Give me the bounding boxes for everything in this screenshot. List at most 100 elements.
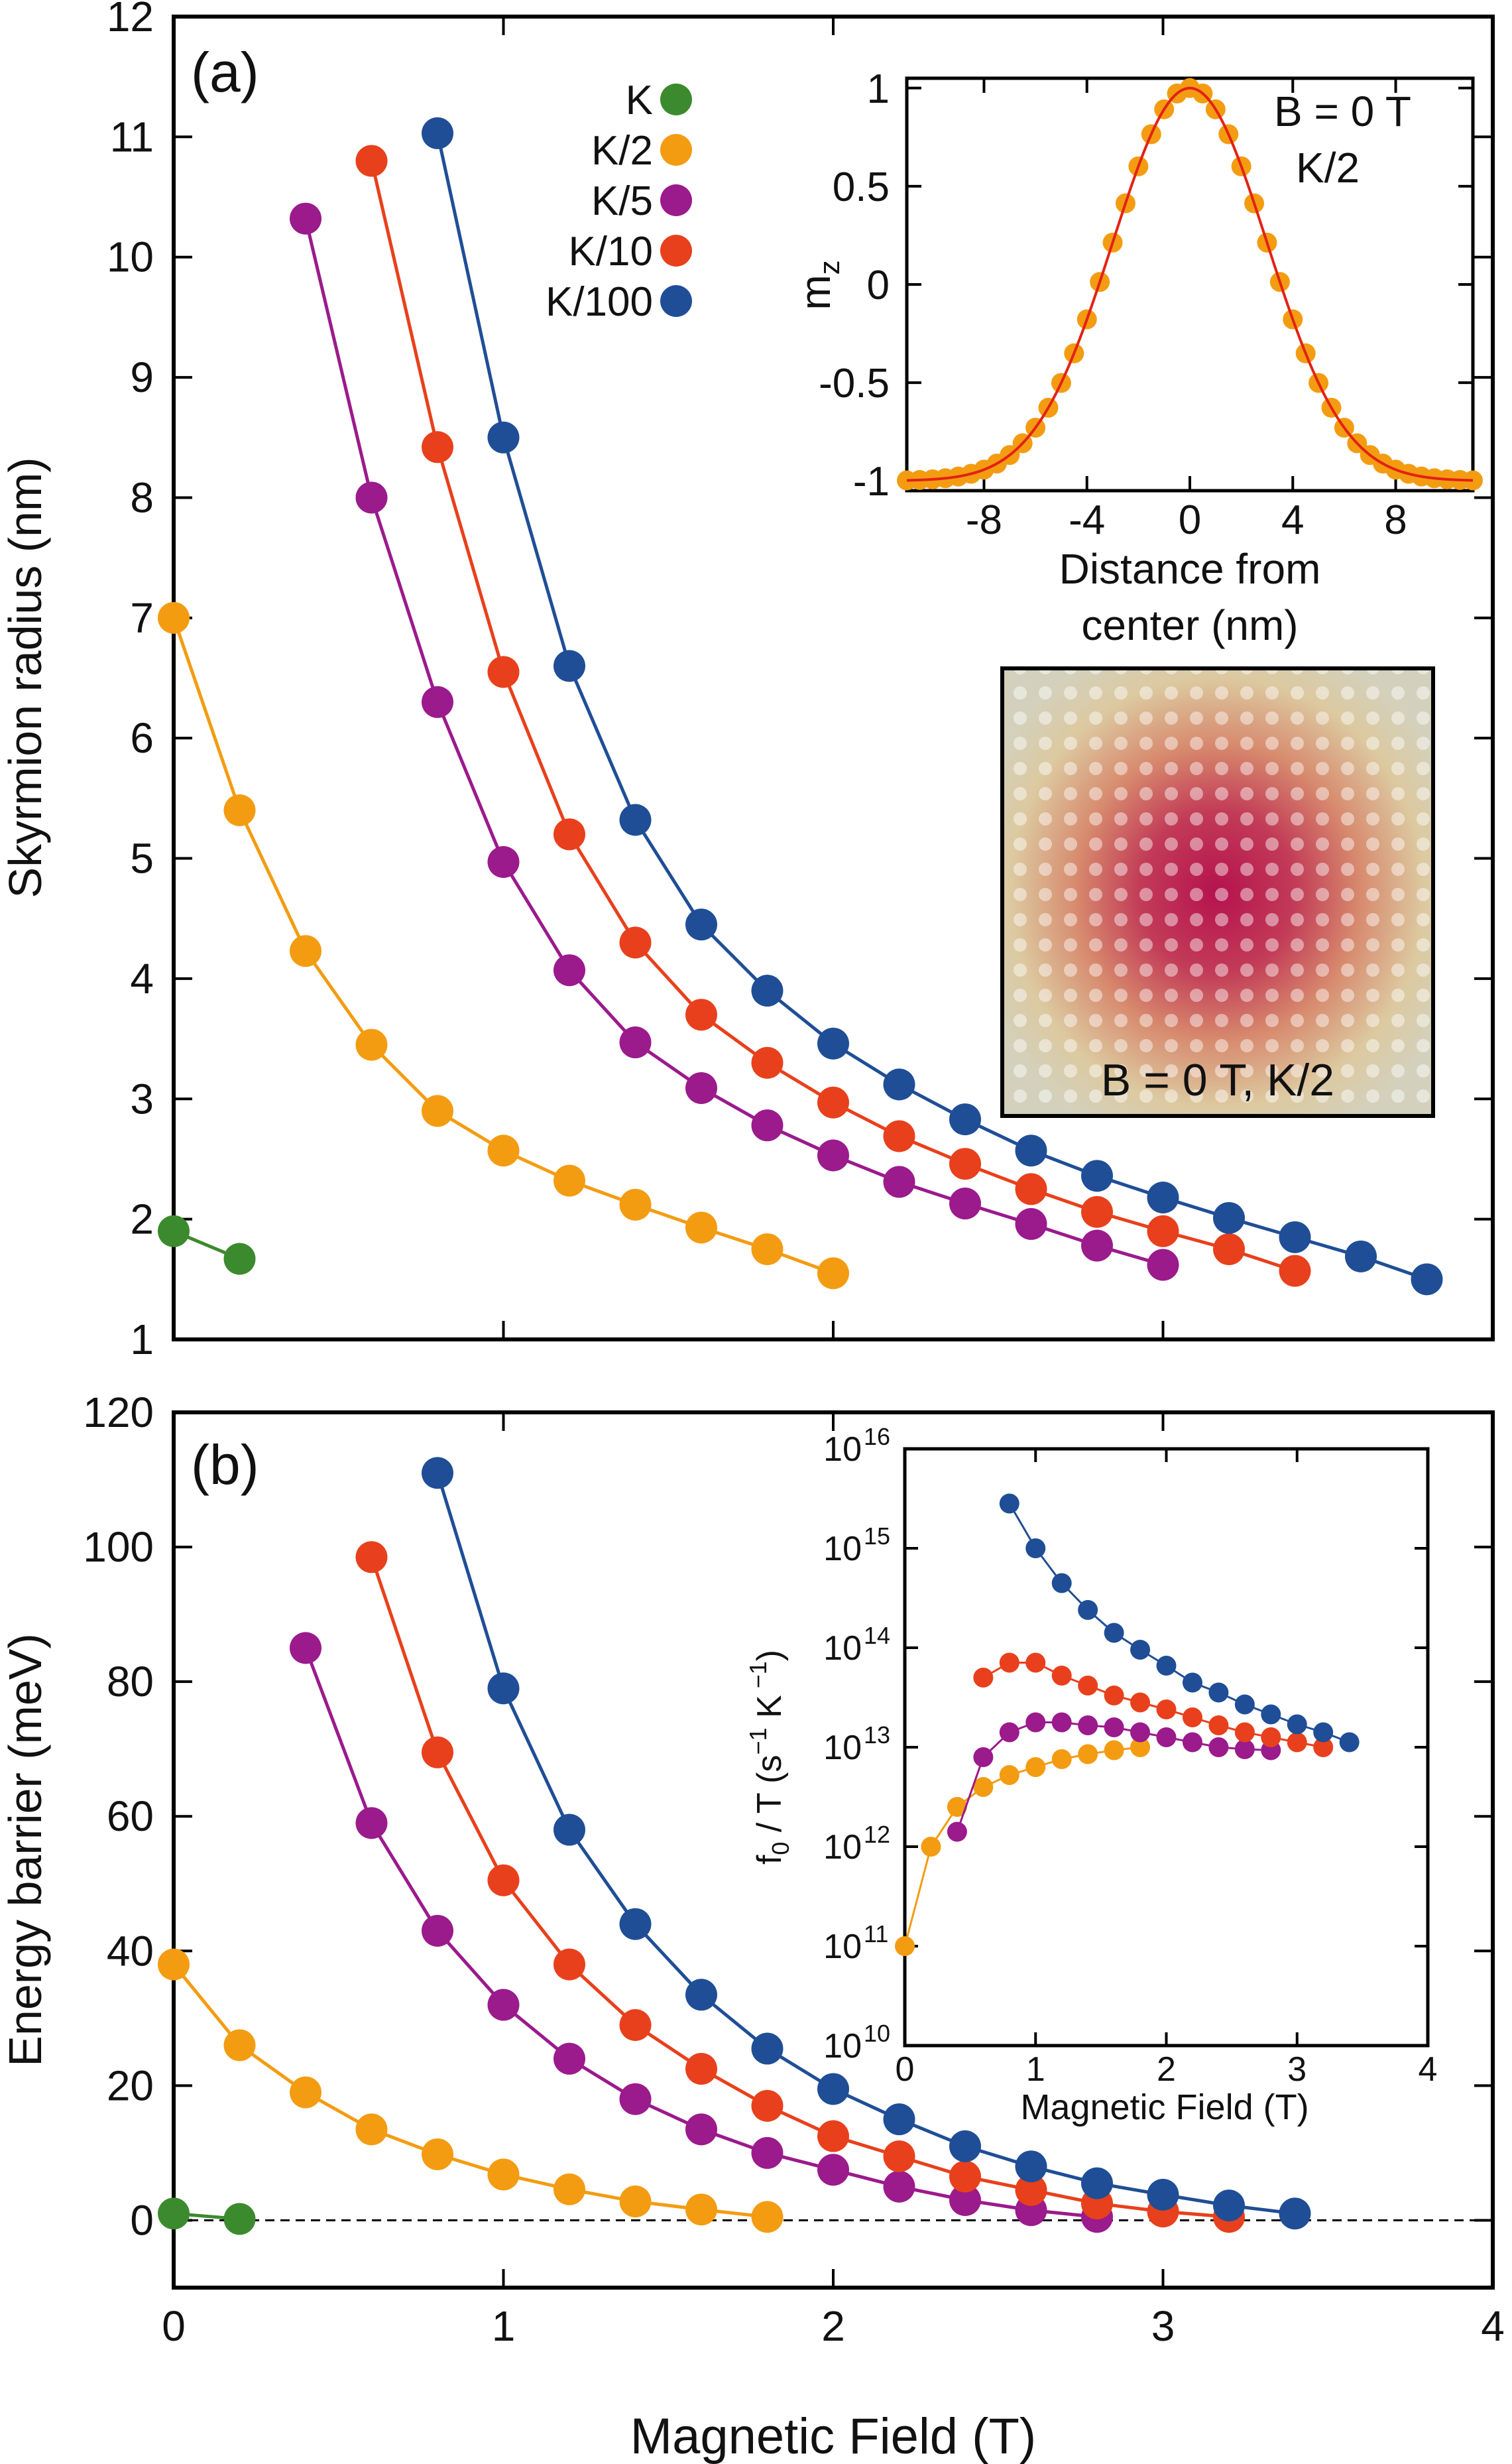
panel-a-ytick-label: 4: [130, 955, 154, 1003]
inset-prefactor-point-k-10: [973, 1668, 994, 1688]
inset-mz-plot-area: [897, 78, 1483, 491]
data-point-k-10: [685, 999, 717, 1031]
data-point-k-10: [1015, 1173, 1047, 1205]
data-point-k-2: [751, 2201, 784, 2233]
data-point-k-100: [685, 908, 717, 941]
data-point-k-100: [1147, 2178, 1179, 2211]
inset-prefactor-ytick-label: 10: [823, 2027, 862, 2065]
panel-b-x-label: Magnetic Field (T): [630, 2408, 1036, 2464]
data-point-k-5: [487, 845, 520, 878]
inset-prefactor-point-k-5: [1234, 1739, 1255, 1759]
inset-prefactor-point-k-5: [1051, 1712, 1072, 1733]
inset-mz-fit-line: [906, 86, 1474, 482]
inset-prefactor-point-k-100: [1078, 1600, 1098, 1620]
inset-prefactor-point-k-10: [1078, 1676, 1098, 1695]
data-point-k-10: [1213, 1233, 1245, 1265]
data-point-k-10: [422, 431, 453, 463]
inset-mz-ytick-label: -1: [853, 459, 890, 505]
legend-marker-k-100: [660, 285, 692, 317]
panel-a-ytick-label: 11: [110, 113, 154, 160]
data-point-k: [223, 1243, 256, 1275]
data-point-k-10: [553, 1948, 585, 1981]
data-point-k-10: [883, 1120, 915, 1152]
data-point-k: [223, 2203, 256, 2235]
data-point-k-10: [817, 1086, 849, 1119]
inset-prefactor-ytick-exponent: 12: [864, 1821, 890, 1848]
panel-a-ytick-label: 9: [130, 353, 154, 401]
series-line-k-100: [436, 133, 1428, 1281]
data-point-k-5: [290, 1632, 321, 1664]
data-point-k-5: [751, 2136, 784, 2169]
inset-prefactor-point-k-5: [973, 1747, 994, 1767]
data-point-k-5: [949, 2184, 981, 2216]
data-point-k-10: [1015, 2174, 1047, 2206]
data-point-k-2: [685, 1211, 717, 1244]
panel-b-ytick-label: 40: [107, 1927, 154, 1975]
data-point-k-100: [422, 1457, 453, 1489]
panel-b-ytick-label: 120: [83, 1388, 154, 1436]
data-point-k-2: [158, 1948, 190, 1981]
inset-prefactor-xtick-label: 0: [896, 2050, 915, 2089]
inset-prefactor-ytick-label: 10: [823, 1828, 862, 1867]
panel-a-ytick-label: 10: [107, 233, 154, 281]
data-point-k-5: [355, 1807, 388, 1839]
inset-mz-xtick-label: 8: [1384, 497, 1407, 543]
inset-prefactor-point-k-5: [1078, 1715, 1098, 1735]
data-point-k-10: [1081, 1196, 1113, 1228]
data-point-k-5: [1015, 1207, 1047, 1240]
spin-texture-dots: [1002, 668, 1433, 1116]
data-point-k-100: [883, 2103, 915, 2136]
panel-b-xtick-label: 1: [492, 2302, 516, 2350]
data-point-k-5: [883, 1166, 915, 1198]
panel-a-ytick-label: 2: [130, 1196, 154, 1243]
data-point-k-2: [290, 2076, 321, 2109]
data-point-k-100: [685, 1979, 717, 2011]
data-point-k-100: [1015, 2150, 1047, 2183]
inset-prefactor-point-k-2: [1130, 1737, 1151, 1757]
inset-mz-xtick-label: -8: [966, 497, 1002, 543]
panel-a-ytick-label: 8: [130, 473, 154, 521]
data-point-k-100: [1213, 1201, 1245, 1234]
data-point-k-100: [1279, 2197, 1311, 2230]
panel-b-ytick-label: 0: [130, 2196, 154, 2244]
inset-prefactor-point-k-2: [1051, 1749, 1072, 1769]
inset-prefactor-point-k-100: [999, 1493, 1019, 1514]
inset-prefactor-ytick-label: 10: [823, 1430, 862, 1469]
data-point-k-10: [817, 2120, 849, 2152]
data-point-k-2: [817, 1257, 849, 1290]
data-point-k-2: [553, 2173, 585, 2205]
data-point-k-2: [355, 2113, 388, 2146]
panel-a-x-axis: [172, 17, 1494, 1339]
data-point-k-2: [422, 1095, 453, 1127]
inset-mz-xtick-label: 0: [1179, 497, 1201, 543]
data-point-k-2: [553, 1164, 585, 1197]
data-point-k-10: [487, 1864, 520, 1896]
inset-prefactor-ytick-exponent: 16: [864, 1423, 890, 1450]
data-point-k-10: [487, 656, 520, 688]
inset-prefactor-y-label-mid: / T (s: [750, 1755, 789, 1842]
inset-prefactor-ytick-exponent: 13: [864, 1721, 890, 1749]
data-point-k-2: [422, 2138, 453, 2170]
inset-prefactor-point-k-5: [1156, 1727, 1177, 1747]
data-point-k-10: [751, 1046, 784, 1079]
inset-prefactor-point-k-2: [947, 1797, 967, 1817]
data-point-k-5: [553, 954, 585, 987]
data-point-k-100: [883, 1068, 915, 1101]
panel-b-label: (b): [191, 1434, 259, 1496]
data-point-k-2: [355, 1028, 388, 1061]
inset-prefactor-point-k-100: [1339, 1732, 1360, 1753]
inset-mz-x-label-line1: Distance from: [1059, 545, 1321, 593]
legend: K K/2K/5 K/10K/100: [546, 78, 692, 325]
inset-prefactor-y-label-k: K: [750, 1695, 789, 1727]
inset-mz-frame: [905, 76, 1475, 493]
data-point-k-100: [1081, 2167, 1113, 2199]
legend-label-k-10: K/10: [568, 229, 653, 275]
inset-mz-annotation-line2: K/2: [1296, 144, 1360, 192]
inset-prefactor-point-k-10: [1182, 1707, 1202, 1727]
